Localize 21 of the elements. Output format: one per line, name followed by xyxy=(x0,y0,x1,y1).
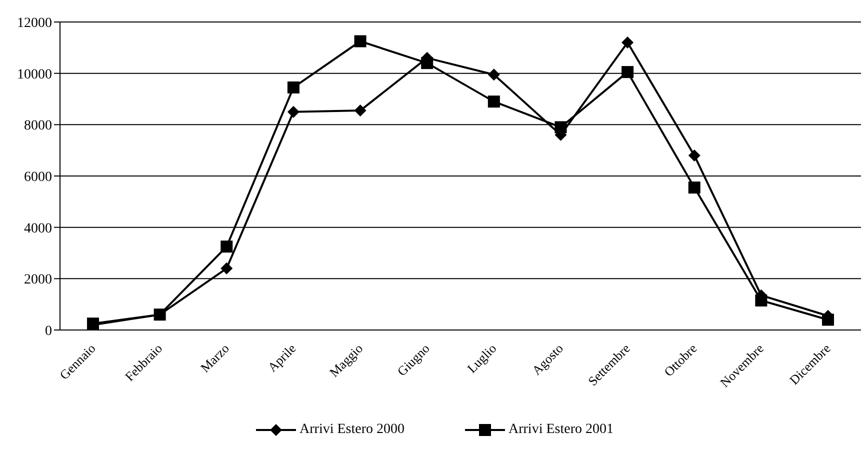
y-tick-label: 4000 xyxy=(24,221,52,236)
y-tick-label: 8000 xyxy=(24,118,52,134)
y-tick-label: 10000 xyxy=(17,67,52,82)
point xyxy=(287,106,300,118)
point xyxy=(688,149,700,162)
y-tick-label: 12000 xyxy=(17,16,52,31)
point xyxy=(488,68,500,81)
y-tick-label: 6000 xyxy=(24,170,52,185)
y-tick-label: 0 xyxy=(45,324,52,339)
point xyxy=(220,240,233,253)
point xyxy=(354,35,366,48)
point xyxy=(688,182,700,194)
legend-label: Arrivi Estero 2000 xyxy=(300,422,404,438)
y-tick-label: 2000 xyxy=(24,272,52,288)
point xyxy=(622,66,634,78)
point xyxy=(488,96,500,108)
point xyxy=(622,36,634,49)
point xyxy=(287,81,300,94)
point xyxy=(220,262,233,274)
point xyxy=(354,104,366,117)
legend-label: Arrivi Estero 2001 xyxy=(508,422,614,438)
